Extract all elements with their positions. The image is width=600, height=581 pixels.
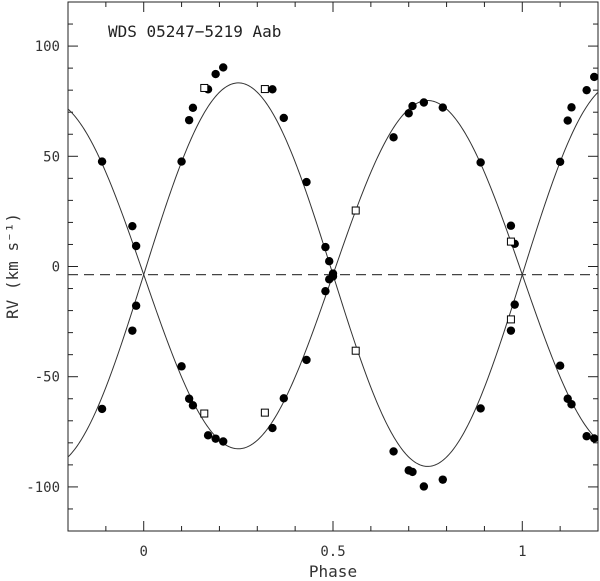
rv-point: [328, 269, 338, 278]
rv-point: [177, 157, 186, 166]
rv-point: [567, 103, 576, 112]
rv-point: [567, 400, 576, 409]
y-tick-label: -100: [26, 480, 60, 496]
rv-point: [476, 404, 485, 413]
data-points: [97, 63, 599, 491]
rv-point: [408, 101, 417, 111]
x-tick-label: 0: [139, 544, 147, 560]
rv-point: [97, 157, 107, 166]
plot-frame: [67, 1, 599, 532]
rv-point: [510, 300, 519, 309]
rv-point: [321, 242, 330, 252]
rv-point: [389, 133, 398, 142]
rv-point: [582, 85, 591, 95]
rv-point: [506, 221, 516, 230]
rv-point: [590, 72, 599, 82]
rv-point: [219, 63, 228, 72]
rv-point: [211, 434, 220, 443]
rv-point: [128, 221, 137, 231]
rv-point: [211, 69, 220, 79]
y-tick-label: 50: [43, 149, 60, 165]
rv-point-square: [260, 408, 269, 417]
chart-title: WDS 05247−5219 Aab: [108, 22, 281, 41]
rv-point: [203, 431, 213, 440]
rv-point: [219, 437, 228, 446]
rv-point: [268, 423, 277, 433]
rv-point: [302, 177, 311, 187]
rv-point-square: [506, 237, 515, 246]
rv-point: [404, 109, 413, 118]
x-axis-label: Phase: [309, 562, 357, 581]
rv-point: [302, 355, 311, 365]
rv-point: [184, 394, 194, 403]
y-tick-label: -50: [35, 370, 60, 386]
rv-point-square: [260, 85, 269, 94]
rv-point: [419, 98, 429, 107]
rv-point: [419, 482, 429, 491]
rv-point: [476, 158, 485, 167]
axis-ticks: 0 0.5 1 -100 -50 0 50 100: [26, 1, 599, 560]
rv-point: [188, 103, 198, 113]
rv-point: [128, 326, 137, 335]
rv-point-square: [506, 315, 515, 324]
rv-point: [563, 116, 572, 125]
y-axis-label: RV (km s⁻¹): [3, 213, 22, 319]
y-tick-label: 0: [52, 260, 60, 276]
rv-point: [184, 115, 194, 125]
rv-point-square: [200, 409, 209, 418]
rv-point: [177, 362, 186, 371]
rv-point: [506, 326, 516, 335]
rv-point-square: [351, 346, 360, 355]
x-tick-label: 1: [518, 544, 526, 560]
rv-point: [389, 447, 398, 456]
x-tick-label: 0.5: [320, 544, 345, 560]
rv-point: [321, 286, 330, 296]
rv-point: [97, 404, 107, 414]
rv-point: [131, 301, 141, 310]
rv-point: [408, 467, 417, 477]
rv-point: [438, 475, 447, 484]
rv-point: [268, 85, 277, 94]
rv-point: [279, 394, 288, 403]
rv-point: [438, 103, 447, 112]
rv-point: [582, 432, 591, 441]
rv-point: [555, 157, 565, 167]
rv-point-square: [200, 83, 209, 92]
rv-point-square: [351, 206, 360, 215]
y-tick-label: 100: [35, 39, 60, 55]
rv-point: [188, 401, 198, 410]
rv-point: [279, 113, 288, 123]
rv-point: [131, 241, 141, 251]
rv-point: [325, 257, 334, 266]
rv-point: [555, 361, 565, 370]
rv-point: [590, 434, 599, 443]
